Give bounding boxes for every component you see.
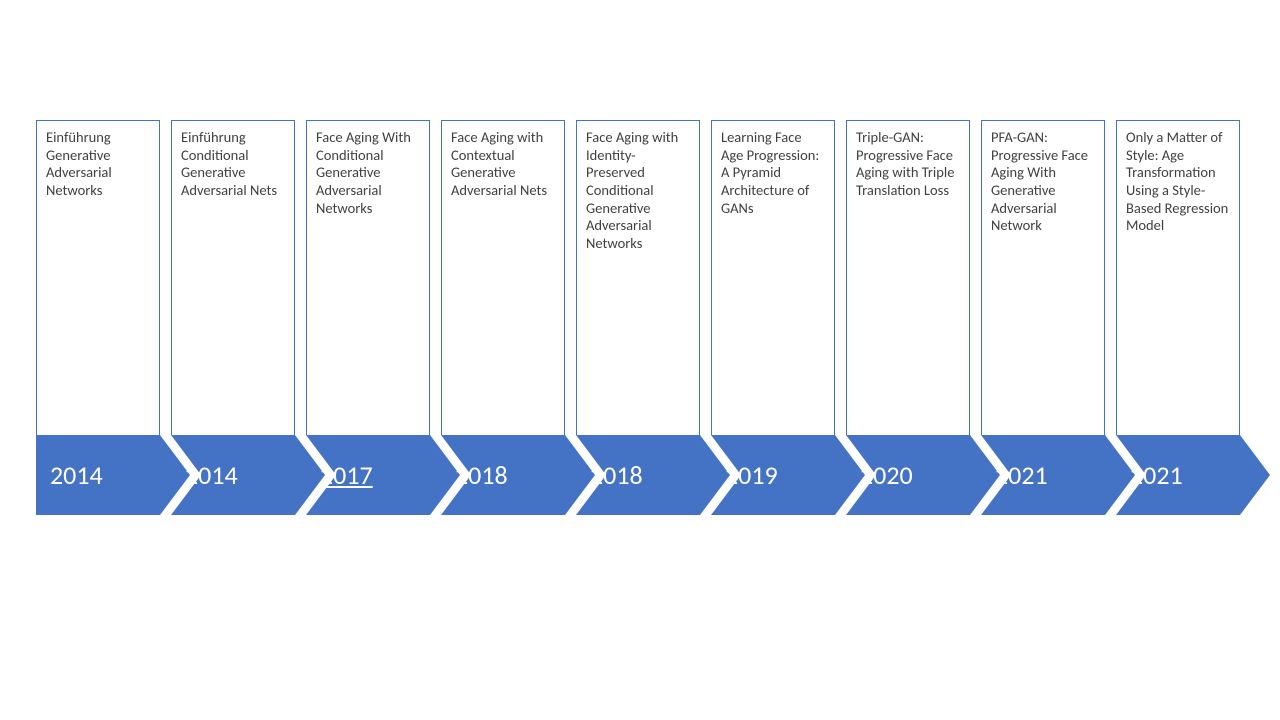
timeline-year: 2021: [981, 435, 1105, 515]
timeline-card: PFA-GAN: Progressive Face Aging With Gen…: [981, 120, 1105, 435]
timeline-card: Face Aging with Identity-Preserved Condi…: [576, 120, 700, 435]
timeline-card: Einführung Conditional Generative Advers…: [171, 120, 295, 435]
timeline-card: Only a Matter of Style: Age Transformati…: [1116, 120, 1240, 435]
timeline-arrow: 2021: [1116, 435, 1270, 515]
timeline-item: Triple-GAN: Progressive Face Aging with …: [846, 120, 970, 515]
timeline-arrow: 2014: [36, 435, 190, 515]
timeline-card-title: Einführung Generative Adversarial Networ…: [46, 129, 150, 200]
timeline-item: Einführung Generative Adversarial Networ…: [36, 120, 160, 515]
timeline-card: Einführung Generative Adversarial Networ…: [36, 120, 160, 435]
timeline-card-title: Face Aging with Contextual Generative Ad…: [451, 129, 555, 200]
timeline-year: 2014: [171, 435, 295, 515]
timeline-card-title: Face Aging with Identity-Preserved Condi…: [586, 129, 690, 253]
timeline-year: 2019: [711, 435, 835, 515]
timeline-item: Learning Face Age Progression: A Pyramid…: [711, 120, 835, 515]
timeline-item: Face Aging With Conditional Generative A…: [306, 120, 430, 515]
timeline-year: 2018: [576, 435, 700, 515]
timeline-card: Learning Face Age Progression: A Pyramid…: [711, 120, 835, 435]
timeline-card: Face Aging With Conditional Generative A…: [306, 120, 430, 435]
timeline-card-title: Only a Matter of Style: Age Transformati…: [1126, 129, 1230, 235]
timeline-item: Face Aging with Identity-Preserved Condi…: [576, 120, 700, 515]
timeline-arrow: 2014: [171, 435, 325, 515]
timeline-card-title: Face Aging With Conditional Generative A…: [316, 129, 420, 217]
timeline-arrow: 2019: [711, 435, 865, 515]
timeline: Einführung Generative Adversarial Networ…: [36, 120, 1240, 515]
timeline-item: Face Aging with Contextual Generative Ad…: [441, 120, 565, 515]
timeline-year: 2018: [441, 435, 565, 515]
timeline-card: Face Aging with Contextual Generative Ad…: [441, 120, 565, 435]
timeline-card-title: Learning Face Age Progression: A Pyramid…: [721, 129, 825, 217]
timeline-item: PFA-GAN: Progressive Face Aging With Gen…: [981, 120, 1105, 515]
timeline-arrow: 2021: [981, 435, 1135, 515]
timeline-card-title: PFA-GAN: Progressive Face Aging With Gen…: [991, 129, 1095, 235]
timeline-year: 2021: [1116, 435, 1240, 515]
timeline-card-title: Einführung Conditional Generative Advers…: [181, 129, 285, 200]
timeline-year: 2017: [306, 435, 430, 515]
timeline-card-title: Triple-GAN: Progressive Face Aging with …: [856, 129, 960, 200]
timeline-arrow: 2017: [306, 435, 460, 515]
timeline-card: Triple-GAN: Progressive Face Aging with …: [846, 120, 970, 435]
timeline-arrow: 2018: [441, 435, 595, 515]
timeline-arrow: 2020: [846, 435, 1000, 515]
timeline-arrow: 2018: [576, 435, 730, 515]
timeline-item: Einführung Conditional Generative Advers…: [171, 120, 295, 515]
timeline-year: 2020: [846, 435, 970, 515]
timeline-year: 2014: [36, 435, 160, 515]
timeline-item: Only a Matter of Style: Age Transformati…: [1116, 120, 1240, 515]
